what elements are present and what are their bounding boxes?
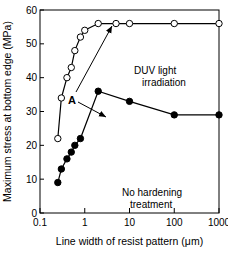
series-line <box>58 24 219 139</box>
y-tick <box>40 145 44 146</box>
y-tick <box>40 111 44 112</box>
data-point <box>113 20 119 26</box>
y-tick-label: 50 <box>26 38 38 49</box>
plot-frame <box>40 10 219 213</box>
data-point <box>68 149 74 155</box>
data-point <box>64 156 70 162</box>
data-point <box>77 135 83 141</box>
series-line <box>58 91 219 182</box>
x-tick <box>174 208 175 213</box>
data-point <box>216 112 222 118</box>
data-point <box>68 64 74 70</box>
y-tick-label: 40 <box>26 72 38 83</box>
x-tick <box>219 208 220 213</box>
series-label: DUV lightirradiation <box>134 65 186 88</box>
y-tick <box>40 213 44 214</box>
data-point <box>95 20 101 26</box>
y-tick <box>40 77 44 78</box>
x-tick-label: 1 <box>82 217 88 228</box>
data-point <box>72 142 78 148</box>
plot-area <box>55 20 223 185</box>
series-label: No hardeningtreatment <box>122 187 182 210</box>
data-point <box>82 27 88 33</box>
x-tick-label: 10 <box>124 217 136 228</box>
data-point <box>171 20 177 26</box>
y-tick-label: 30 <box>26 106 38 117</box>
x-tick <box>84 208 85 213</box>
data-point <box>55 135 61 141</box>
annotation-arrow <box>78 102 106 117</box>
data-point <box>64 74 70 80</box>
y-tick-label: 20 <box>26 140 38 151</box>
y-tick <box>40 43 44 44</box>
data-point <box>77 34 83 40</box>
y-tick <box>40 179 44 180</box>
data-point <box>72 47 78 53</box>
chart: 01020304050600.11101001000Line width of … <box>0 0 228 260</box>
y-axis-label: Maximum stress at bottom edge (MPa) <box>1 21 13 202</box>
y-tick <box>40 10 44 11</box>
data-point <box>126 20 132 26</box>
y-tick-label: 60 <box>26 5 38 16</box>
data-point <box>216 20 222 26</box>
annotation: A <box>68 94 76 106</box>
y-tick-label: 10 <box>26 174 38 185</box>
x-axis-label: Line width of resist pattern (μm) <box>56 235 203 247</box>
data-point <box>55 179 61 185</box>
x-tick-label: 0.1 <box>33 217 47 228</box>
annotation-arrow <box>76 26 112 92</box>
x-tick <box>40 208 41 213</box>
data-point <box>126 98 132 104</box>
data-point <box>171 112 177 118</box>
data-point <box>95 88 101 94</box>
x-tick-label: 100 <box>166 217 183 228</box>
x-tick-label: 1000 <box>208 217 228 228</box>
data-point <box>58 95 64 101</box>
data-point <box>58 166 64 172</box>
